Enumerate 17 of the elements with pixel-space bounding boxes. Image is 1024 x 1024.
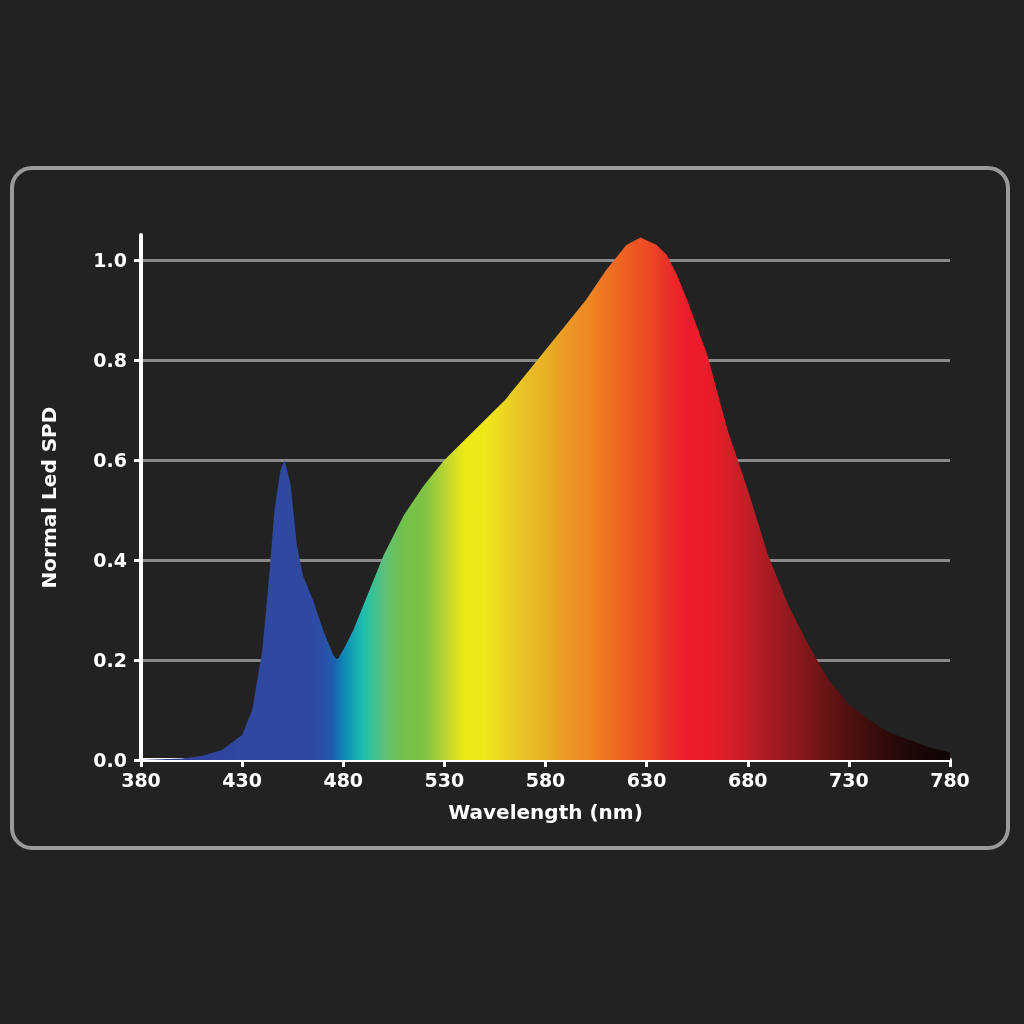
x-tick-label: 580: [525, 768, 566, 791]
x-tick-label: 480: [323, 768, 364, 791]
x-tick-label: 780: [930, 768, 970, 791]
y-tick-label: 0.0: [93, 749, 127, 771]
y-tick-label: 0.8: [93, 349, 127, 371]
y-axis-title: Normal Led SPD: [37, 406, 61, 589]
y-tick-label: 0.6: [93, 449, 127, 471]
x-tick-label: 530: [424, 768, 465, 791]
x-tick-label: 380: [121, 768, 161, 791]
x-axis-title: Wavelength (nm): [448, 800, 643, 824]
x-tick-label: 630: [626, 768, 667, 791]
y-tick-label: 0.4: [93, 549, 127, 571]
y-tick-label: 1.0: [93, 249, 127, 271]
x-tick-label: 680: [727, 768, 768, 791]
x-tick-label: 430: [222, 768, 262, 791]
x-tick-label: 730: [829, 768, 869, 791]
y-tick-label: 0.2: [93, 649, 127, 671]
